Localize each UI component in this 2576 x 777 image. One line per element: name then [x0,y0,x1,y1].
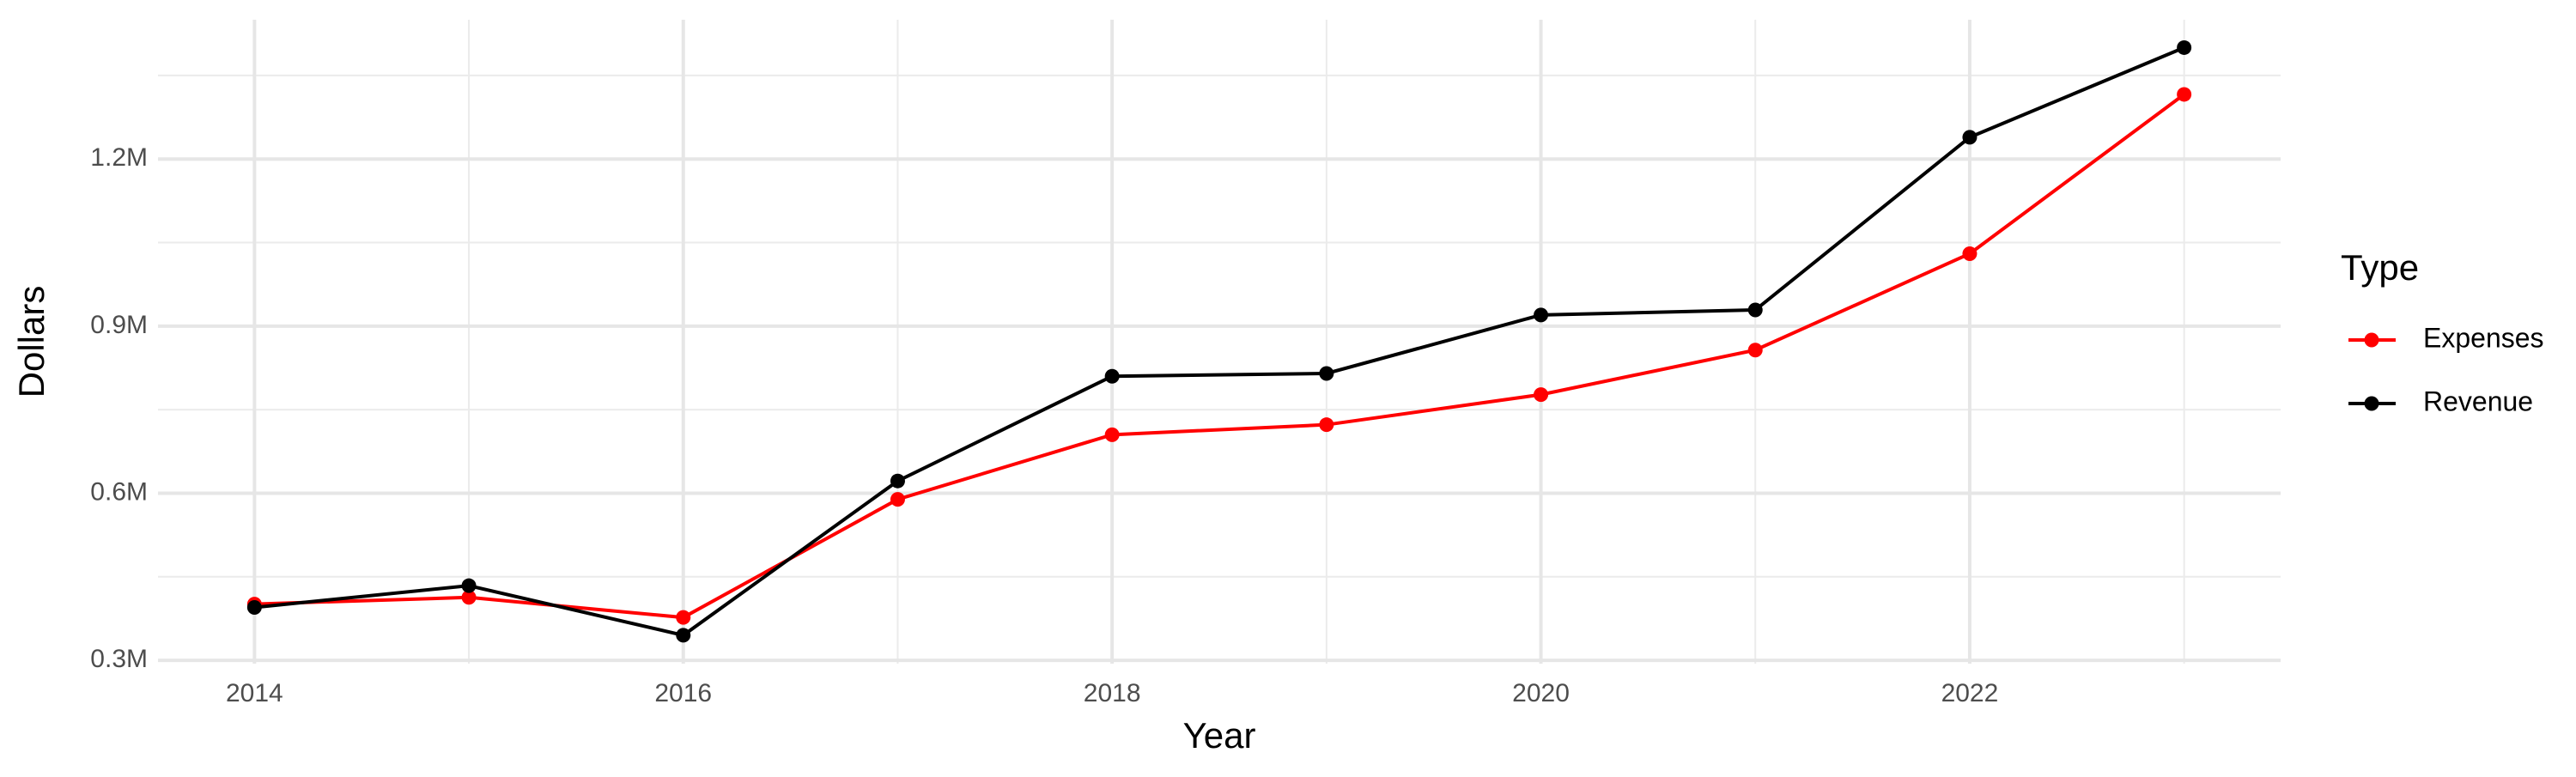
series-line [254,46,2185,638]
legend-title: Type [2341,247,2419,288]
y-tick-label: 1.2M [90,143,148,172]
legend-label: Expenses [2423,322,2544,353]
x-axis-title: Year [1183,715,1256,756]
data-point [246,599,262,615]
y-tick-label: 0.6M [90,477,148,506]
data-point [1104,427,1120,442]
data-point [1962,246,1978,261]
y-tick-label: 0.9M [90,311,148,339]
data-point [2177,87,2192,102]
data-point [676,628,691,643]
legend-key-point [2364,332,2379,348]
x-tick-label: 2018 [1084,679,1141,707]
data-point [1104,368,1120,384]
data-point [1747,302,1763,318]
data-point [1962,130,1978,145]
data-point [461,578,477,593]
data-point [1534,387,1549,403]
data-point [1319,417,1334,433]
data-point [461,590,477,605]
data-point [890,473,905,489]
series-line [254,93,2185,620]
data-point [1747,343,1763,358]
x-tick-label: 2022 [1941,679,1999,707]
data-point [676,610,691,625]
x-tick-label: 2020 [1512,679,1570,707]
y-axis-title: Dollars [11,286,52,398]
y-tick-label: 0.3M [90,645,148,673]
legend-label: Revenue [2423,385,2533,416]
data-point [2177,39,2192,55]
legend-key-point [2364,396,2379,411]
x-tick-label: 2016 [654,679,712,707]
data-point [1534,307,1549,323]
data-point [890,492,905,507]
x-tick-label: 2014 [226,679,283,707]
data-point [1319,366,1334,381]
